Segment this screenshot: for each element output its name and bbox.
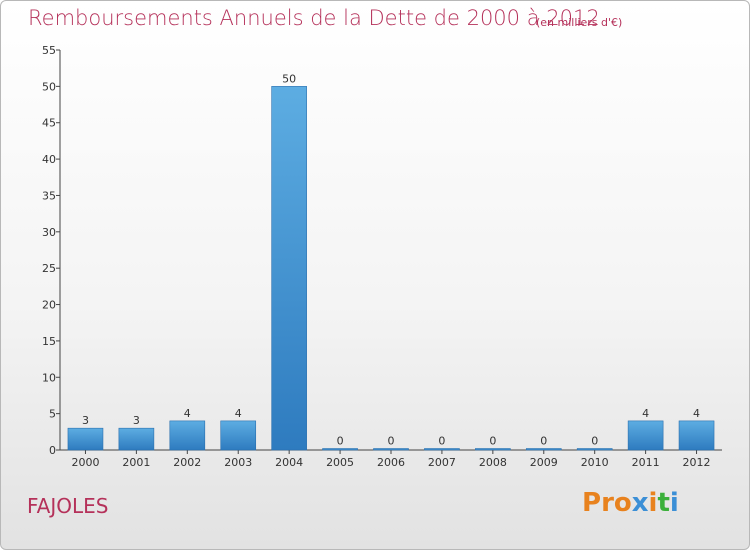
data-label: 4	[235, 407, 242, 420]
bar-2001	[118, 427, 155, 451]
bar-2006	[373, 448, 409, 451]
bar-2004	[271, 86, 307, 451]
data-label: 0	[388, 435, 395, 448]
x-tick-label: 2009	[530, 456, 558, 469]
x-tick-label: 2001	[122, 456, 150, 469]
data-label: 3	[82, 414, 89, 427]
data-label: 4	[693, 407, 700, 420]
bar-2011	[627, 420, 664, 451]
data-label: 4	[642, 407, 649, 420]
logo-letter: x	[631, 488, 649, 518]
x-tick-label: 2005	[326, 456, 354, 469]
data-label: 4	[184, 407, 191, 420]
x-tick-label: 2011	[632, 456, 660, 469]
chart-title: Remboursements Annuels de la Dette de 20…	[28, 6, 600, 30]
y-tick-label: 40	[42, 153, 56, 166]
x-tick-label: 2012	[683, 456, 711, 469]
chart-unit: (en milliers d'€)	[536, 16, 623, 29]
data-label: 0	[591, 435, 598, 448]
x-tick-label: 2008	[479, 456, 507, 469]
y-tick-label: 20	[42, 299, 56, 312]
data-label: 0	[337, 435, 344, 448]
bar-2003	[220, 420, 257, 451]
logo-letter: t	[657, 488, 670, 518]
bar-2008	[475, 448, 511, 451]
logo-letter: i	[648, 488, 658, 518]
y-tick-label: 25	[42, 262, 56, 275]
y-tick-label: 0	[49, 444, 56, 457]
bar-2009	[525, 448, 562, 451]
y-tick-label: 5	[49, 408, 56, 421]
bar-2005	[322, 448, 358, 451]
logo-letter: P	[582, 488, 602, 518]
commune-name: FAJOLES	[27, 494, 109, 518]
x-tick-label: 2003	[224, 456, 252, 469]
data-label: 0	[540, 435, 547, 448]
data-label: 0	[489, 435, 496, 448]
x-tick-label: 2004	[275, 456, 303, 469]
bar-2000	[67, 427, 104, 451]
y-tick-label: 55	[42, 44, 56, 57]
y-tick-label: 30	[42, 226, 56, 239]
y-tick-label: 35	[42, 189, 56, 202]
x-tick-label: 2007	[428, 456, 456, 469]
bar-2012	[678, 420, 715, 451]
data-label: 3	[133, 414, 140, 427]
data-label: 0	[438, 435, 445, 448]
y-tick-label: 15	[42, 335, 56, 348]
y-tick-label: 10	[42, 371, 56, 384]
x-tick-label: 2000	[71, 456, 99, 469]
x-tick-label: 2010	[581, 456, 609, 469]
y-tick-label: 50	[42, 80, 56, 93]
bar-2007	[424, 448, 460, 451]
logo-letter: r	[601, 488, 614, 518]
logo-letter: i	[669, 488, 679, 518]
bar-2002	[169, 420, 206, 451]
data-label: 50	[282, 72, 296, 85]
bar-2010	[576, 448, 613, 451]
logo-letter: o	[613, 488, 632, 518]
x-tick-label: 2006	[377, 456, 405, 469]
x-tick-label: 2002	[173, 456, 201, 469]
proxiti-logo: Proxiti	[582, 488, 679, 518]
y-tick-label: 45	[42, 117, 56, 130]
